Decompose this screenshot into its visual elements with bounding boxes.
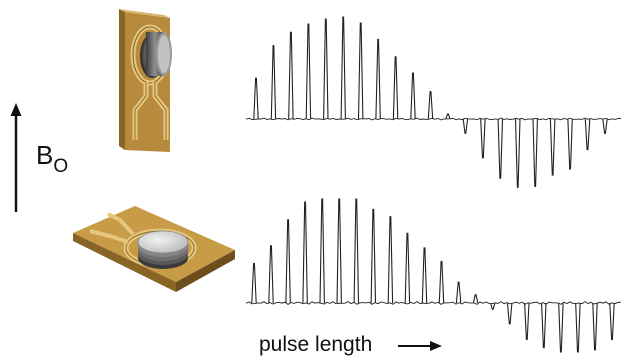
spectrum-peak bbox=[575, 302, 581, 353]
spectrum-bottom bbox=[245, 198, 622, 353]
spectrum-peak bbox=[392, 56, 399, 120]
spectrum-peak bbox=[549, 118, 556, 176]
spectrum-peak bbox=[370, 208, 377, 304]
spectrum-peak bbox=[514, 118, 521, 188]
spectrum-peak bbox=[268, 245, 274, 304]
spectrum-peak bbox=[357, 22, 364, 120]
pulse-length-label: pulse length bbox=[259, 333, 373, 356]
spectrum-peak bbox=[438, 260, 445, 304]
spectrum-peak bbox=[609, 302, 615, 340]
spectrum-peak bbox=[524, 302, 530, 340]
spectrum-peak bbox=[353, 198, 360, 304]
spectrum-peak bbox=[336, 198, 342, 304]
spectrum-peak bbox=[285, 219, 291, 304]
spectrum-top bbox=[245, 16, 622, 188]
spectrum-peak bbox=[270, 45, 277, 120]
spectrum-baseline bbox=[245, 117, 622, 121]
spectrum-peak bbox=[584, 118, 591, 151]
spectrum-peak bbox=[375, 38, 381, 120]
spectrum-peak bbox=[410, 72, 416, 120]
spectrum-peak bbox=[323, 18, 329, 120]
spectrum-peak bbox=[462, 118, 469, 134]
spectrum-peak bbox=[302, 201, 308, 304]
spectrum-peak bbox=[305, 23, 312, 120]
upright-sample-board bbox=[119, 9, 172, 152]
spectrum-peak bbox=[480, 118, 486, 159]
spectrum-peak bbox=[602, 118, 608, 134]
spectrum-peak bbox=[455, 281, 462, 304]
spectrum-peak bbox=[253, 77, 259, 120]
spectrum-peak bbox=[506, 302, 513, 325]
spectrum-peak bbox=[288, 31, 294, 120]
spectrum-peak bbox=[340, 16, 346, 120]
spectrum-peak bbox=[445, 113, 451, 120]
spectrum-peak bbox=[421, 247, 428, 304]
spectrum-peak bbox=[592, 302, 598, 351]
spectrum-peak bbox=[387, 216, 394, 304]
field-label: BO bbox=[36, 140, 69, 178]
spectrum-peak bbox=[472, 294, 479, 304]
spectrum-peak bbox=[427, 90, 434, 120]
spectrum-baseline bbox=[245, 301, 622, 305]
spectrum-peak bbox=[532, 118, 538, 187]
spectrum-peak bbox=[558, 302, 564, 353]
spectrum-peak bbox=[567, 118, 573, 170]
spectrum-peak bbox=[541, 302, 547, 349]
pulse-length-arrow bbox=[398, 341, 442, 351]
flat-sample-board bbox=[73, 206, 235, 292]
spectrum-peak bbox=[404, 232, 411, 304]
spectrum-peak bbox=[251, 262, 257, 304]
spectrum-peak bbox=[319, 198, 325, 304]
spectrum-peak bbox=[497, 118, 504, 179]
field-arrow bbox=[10, 103, 22, 212]
spectrum-peak bbox=[489, 302, 496, 310]
